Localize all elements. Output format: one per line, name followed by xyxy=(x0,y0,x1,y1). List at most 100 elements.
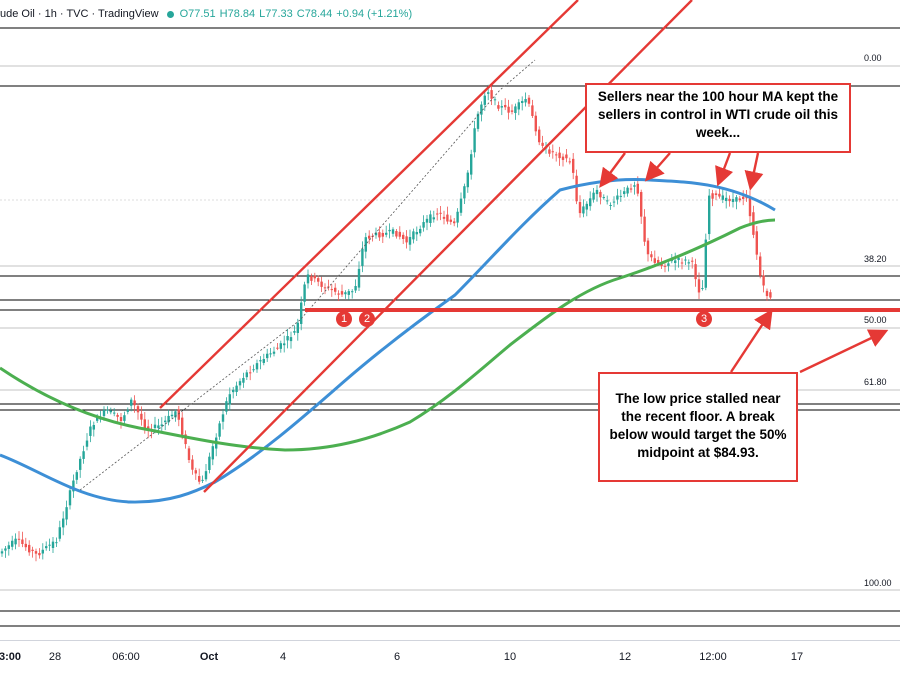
time-tick: 6 xyxy=(393,651,401,663)
candle-body xyxy=(11,540,14,547)
candle-body xyxy=(24,543,27,548)
candle-body xyxy=(480,104,483,115)
annotation-arrows xyxy=(599,152,889,374)
candle-body xyxy=(765,290,769,297)
candle-body xyxy=(286,336,289,341)
candle-body xyxy=(541,142,544,146)
candle-body xyxy=(626,187,629,194)
candle-body xyxy=(674,260,677,264)
candle-body xyxy=(470,154,473,175)
candle-body xyxy=(595,189,599,195)
annotation-arrow xyxy=(799,329,889,374)
candle-body xyxy=(643,216,646,242)
candle-body xyxy=(164,420,167,423)
candle-body xyxy=(582,206,585,214)
candle-body xyxy=(606,200,609,202)
candle-body xyxy=(735,197,738,202)
fib-label-100: 100.00 xyxy=(864,578,892,588)
candle-body xyxy=(194,470,197,474)
time-tick: 4 xyxy=(279,651,287,663)
annotation-arrow xyxy=(644,152,671,182)
change-value: +0.94 (+1.21%) xyxy=(336,8,413,20)
candle-body xyxy=(364,237,367,252)
candle-body xyxy=(116,414,119,417)
candle-body xyxy=(453,221,456,224)
candle-body xyxy=(721,195,724,200)
candle-body xyxy=(578,201,582,214)
channel-lower-line xyxy=(203,0,693,493)
candle-body xyxy=(402,234,405,240)
candle-body xyxy=(667,263,670,266)
candle-body xyxy=(208,456,211,470)
candle-body xyxy=(487,92,490,94)
candle-body xyxy=(657,259,660,263)
candle-body xyxy=(459,198,463,213)
candle-body xyxy=(548,149,551,154)
candle-body xyxy=(133,400,136,406)
annotation-low-price: The low price stalled near the recent fl… xyxy=(598,372,798,482)
candle-body xyxy=(640,192,643,217)
candle-body xyxy=(126,409,129,412)
candle-body xyxy=(34,551,38,554)
candle-body xyxy=(517,102,520,110)
candle-body xyxy=(106,409,109,411)
time-tick: Oct xyxy=(199,651,219,663)
candle-body xyxy=(568,161,571,163)
candle-body xyxy=(636,183,639,194)
fib-label-50: 50.00 xyxy=(864,315,887,325)
fib-label-38: 38.20 xyxy=(864,254,887,264)
candle-body xyxy=(738,198,741,201)
fib-label-61: 61.80 xyxy=(864,377,887,387)
candle-body xyxy=(113,412,116,414)
candle-body xyxy=(198,476,201,482)
candle-body xyxy=(279,343,282,349)
candle-body xyxy=(123,415,126,421)
candle-body xyxy=(691,260,694,262)
candle-body xyxy=(75,472,78,480)
candle-body xyxy=(612,201,616,203)
candle-body xyxy=(92,425,95,430)
candle-body xyxy=(534,115,537,132)
candle-body xyxy=(14,538,17,545)
candle-body xyxy=(65,507,68,520)
candle-body xyxy=(755,231,758,255)
candle-body xyxy=(663,265,667,267)
candle-body xyxy=(650,254,653,258)
candle-body xyxy=(313,275,316,279)
candle-body xyxy=(242,377,245,383)
candle-body xyxy=(269,353,272,355)
candle-body xyxy=(228,394,231,405)
open-value: O77.51 xyxy=(179,8,216,20)
candle-body xyxy=(7,545,10,549)
candle-body xyxy=(701,288,704,290)
candle-body xyxy=(463,186,466,199)
candle-body xyxy=(245,372,248,378)
candle-body xyxy=(446,214,449,222)
candle-body xyxy=(558,152,561,159)
candle-body xyxy=(157,425,160,429)
candles xyxy=(0,59,772,562)
candle-body xyxy=(439,212,442,214)
candle-body xyxy=(266,353,269,359)
candle-body xyxy=(109,410,112,413)
candle-body xyxy=(718,193,721,197)
candle-body xyxy=(504,105,507,108)
candle-body xyxy=(218,423,221,437)
candle-body xyxy=(130,399,133,406)
candle-body xyxy=(483,95,486,105)
time-tick: 17 xyxy=(790,651,804,663)
candle-body xyxy=(361,248,364,266)
candle-body xyxy=(320,281,323,287)
candle-body xyxy=(276,347,279,349)
candle-body xyxy=(572,158,575,173)
candle-body xyxy=(514,106,517,114)
market-status-icon xyxy=(166,10,174,18)
candle-body xyxy=(725,197,728,202)
candle-body xyxy=(72,480,75,492)
candle-body xyxy=(167,415,170,423)
candle-body xyxy=(476,113,480,129)
candle-body xyxy=(742,196,745,199)
annotation-sellers-ma: Sellers near the 100 hour MA kept the se… xyxy=(585,83,851,153)
candle-body xyxy=(378,232,381,238)
candle-body xyxy=(300,302,303,324)
